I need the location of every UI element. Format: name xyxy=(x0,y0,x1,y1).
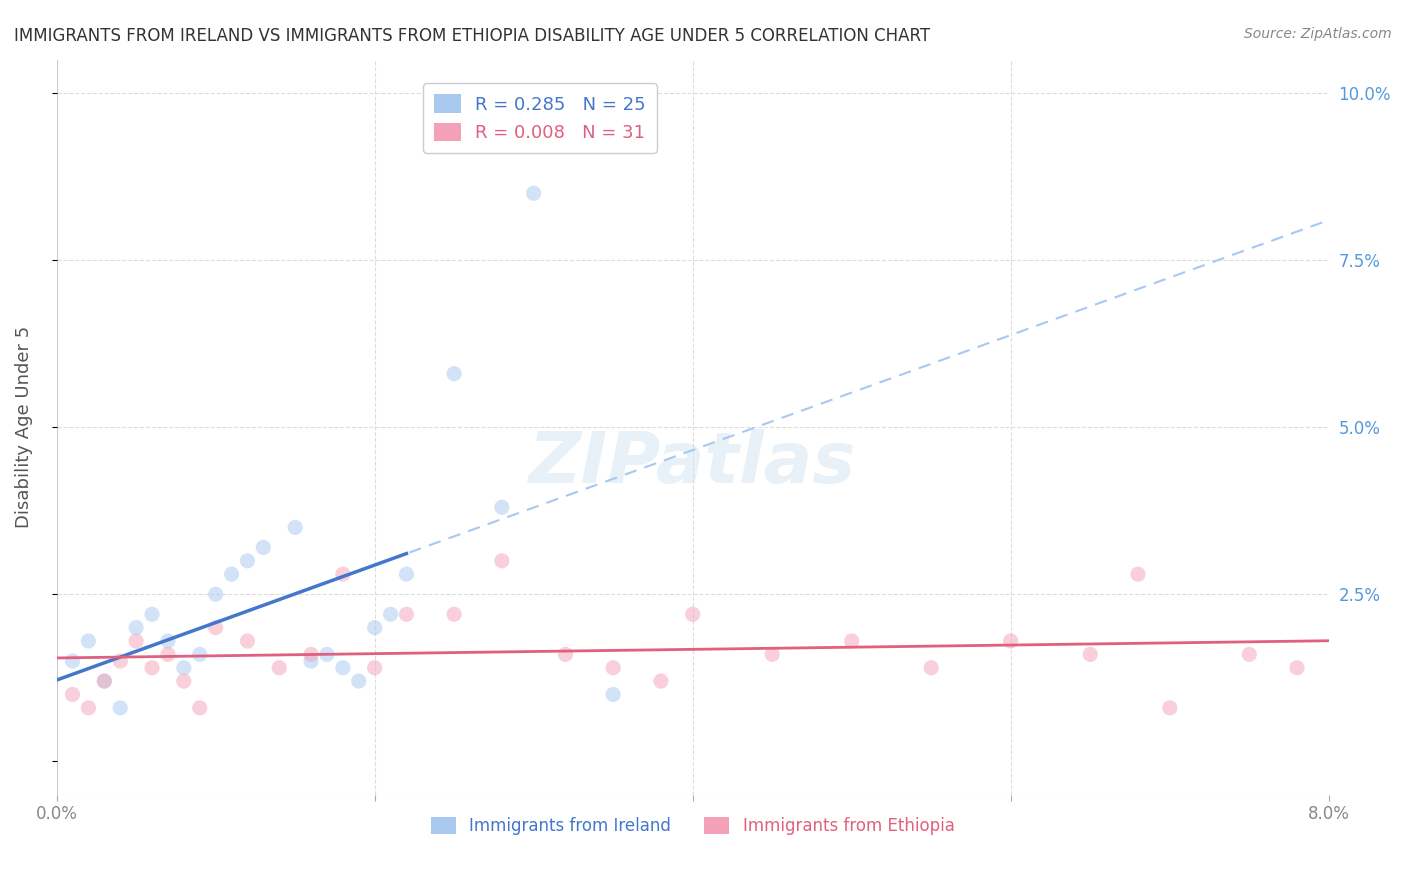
Text: Source: ZipAtlas.com: Source: ZipAtlas.com xyxy=(1244,27,1392,41)
Point xyxy=(141,607,163,622)
Point xyxy=(110,701,132,715)
Point xyxy=(173,674,195,689)
Point xyxy=(602,688,624,702)
Point xyxy=(491,500,513,515)
Point xyxy=(221,567,243,582)
Point xyxy=(1126,567,1149,582)
Point xyxy=(602,661,624,675)
Point xyxy=(62,688,84,702)
Point xyxy=(395,607,418,622)
Point xyxy=(316,648,339,662)
Point xyxy=(1000,634,1022,648)
Point xyxy=(523,186,546,201)
Point xyxy=(236,554,259,568)
Point xyxy=(204,621,226,635)
Point xyxy=(841,634,863,648)
Point xyxy=(443,607,465,622)
Point xyxy=(204,587,226,601)
Point xyxy=(284,520,307,534)
Point xyxy=(77,701,100,715)
Point xyxy=(650,674,672,689)
Point xyxy=(141,661,163,675)
Point xyxy=(299,648,322,662)
Point xyxy=(1078,648,1101,662)
Point xyxy=(236,634,259,648)
Point xyxy=(554,648,576,662)
Point xyxy=(761,648,783,662)
Point xyxy=(125,621,148,635)
Point xyxy=(252,541,274,555)
Point xyxy=(269,661,291,675)
Point xyxy=(443,367,465,381)
Point xyxy=(156,648,179,662)
Text: ZIPatlas: ZIPatlas xyxy=(529,429,856,499)
Point xyxy=(332,567,354,582)
Point xyxy=(1285,661,1308,675)
Point xyxy=(1239,648,1261,662)
Y-axis label: Disability Age Under 5: Disability Age Under 5 xyxy=(15,326,32,528)
Point xyxy=(682,607,704,622)
Point xyxy=(93,674,115,689)
Point xyxy=(920,661,942,675)
Text: IMMIGRANTS FROM IRELAND VS IMMIGRANTS FROM ETHIOPIA DISABILITY AGE UNDER 5 CORRE: IMMIGRANTS FROM IRELAND VS IMMIGRANTS FR… xyxy=(14,27,931,45)
Point xyxy=(110,654,132,668)
Point xyxy=(188,701,211,715)
Point xyxy=(380,607,402,622)
Point xyxy=(363,661,385,675)
Point xyxy=(125,634,148,648)
Point xyxy=(363,621,385,635)
Point xyxy=(188,648,211,662)
Point xyxy=(299,654,322,668)
Point xyxy=(395,567,418,582)
Point xyxy=(156,634,179,648)
Point xyxy=(77,634,100,648)
Point xyxy=(491,554,513,568)
Point xyxy=(93,674,115,689)
Point xyxy=(332,661,354,675)
Point xyxy=(62,654,84,668)
Legend: Immigrants from Ireland, Immigrants from Ethiopia: Immigrants from Ireland, Immigrants from… xyxy=(420,807,965,846)
Point xyxy=(1159,701,1181,715)
Point xyxy=(173,661,195,675)
Point xyxy=(347,674,370,689)
